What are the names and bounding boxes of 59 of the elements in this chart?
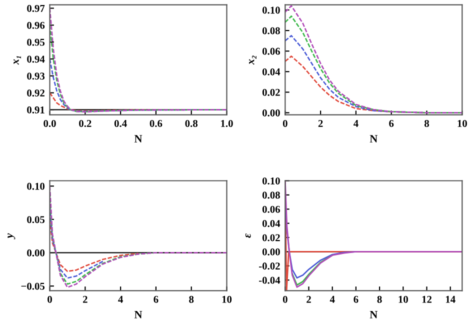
y-tick-label: 0.93 bbox=[27, 72, 45, 80]
x-tick-label: 6 bbox=[354, 296, 358, 303]
y-axis-title: y bbox=[8, 233, 16, 240]
y-axis-title: ε bbox=[245, 234, 251, 238]
x-tick-label: 4 bbox=[353, 120, 358, 127]
x-tick-label: 0 bbox=[282, 296, 288, 303]
y-tick-label: 0.04 bbox=[262, 220, 280, 228]
y-tick-label: −0.05 bbox=[21, 282, 45, 290]
y-tick-label: 0.10 bbox=[27, 182, 45, 190]
x-tick-label: 12 bbox=[422, 296, 432, 303]
x-tick-label: 10 bbox=[398, 296, 408, 303]
y-axis-title: x₁ bbox=[14, 56, 22, 65]
y-tick-label: 0.02 bbox=[262, 234, 280, 242]
x-axis-title: N bbox=[370, 135, 378, 142]
x-tick-label: 2 bbox=[83, 296, 88, 303]
y-tick-label: 0.00 bbox=[262, 109, 280, 116]
x-tick-label: 0 bbox=[282, 120, 288, 127]
y-tick-label: 0.96 bbox=[27, 22, 45, 29]
x-tick-label: 0 bbox=[48, 296, 52, 303]
y-axis-title: x₂ bbox=[249, 56, 256, 65]
x-tick-label: 0.8 bbox=[185, 120, 198, 128]
y-tick-label: -0.04 bbox=[258, 276, 280, 284]
x-axis-title: N bbox=[370, 310, 378, 318]
y-tick-label: 0.10 bbox=[262, 6, 280, 14]
x-tick-label: 0.0 bbox=[44, 120, 56, 128]
y-tick-label: 0.97 bbox=[27, 4, 45, 12]
x-tick-label: 4 bbox=[118, 296, 123, 303]
y-tick-label: 0.08 bbox=[262, 192, 280, 199]
y-tick-label: 0.06 bbox=[262, 206, 280, 213]
x-tick-label: 8 bbox=[189, 296, 194, 303]
y-tick-label: 0.94 bbox=[27, 56, 45, 63]
y-tick-label: 0.02 bbox=[262, 88, 280, 96]
x-tick-label: 6 bbox=[389, 120, 394, 127]
x-tick-label: 2 bbox=[318, 120, 323, 127]
y-tick-label: 0.06 bbox=[262, 48, 280, 55]
x-tick-label: 0.6 bbox=[150, 120, 162, 128]
x-tick-label: 10 bbox=[222, 296, 232, 303]
y-tick-label: 0.92 bbox=[27, 89, 44, 97]
x-axis-title: N bbox=[134, 310, 142, 318]
x-tick-label: 0.4 bbox=[114, 120, 127, 128]
x-tick-label: 1.0 bbox=[221, 120, 233, 128]
x-tick-label: 14 bbox=[446, 296, 456, 303]
y-tick-label: -0.02 bbox=[258, 262, 280, 270]
x-tick-label: 0.2 bbox=[79, 120, 92, 128]
x-axis-title: N bbox=[134, 135, 142, 142]
x-tick-label: 4 bbox=[330, 296, 335, 303]
x-tick-label: 2 bbox=[306, 296, 311, 303]
y-tick-label: 0.04 bbox=[262, 68, 280, 76]
x-tick-label: 10 bbox=[458, 120, 467, 127]
y-tick-label: 0.00 bbox=[27, 249, 45, 256]
y-tick-label: 0.10 bbox=[262, 177, 280, 185]
y-tick-label: 0.05 bbox=[27, 216, 45, 224]
x-tick-label: 8 bbox=[424, 120, 430, 127]
x-tick-label: 8 bbox=[377, 296, 382, 303]
y-tick-label: 0.00 bbox=[262, 248, 280, 256]
y-tick-label: 0.91 bbox=[27, 106, 44, 114]
y-tick-label: 0.95 bbox=[27, 38, 45, 46]
x-tick-label: 6 bbox=[154, 296, 158, 303]
y-tick-label: 0.08 bbox=[262, 27, 280, 34]
